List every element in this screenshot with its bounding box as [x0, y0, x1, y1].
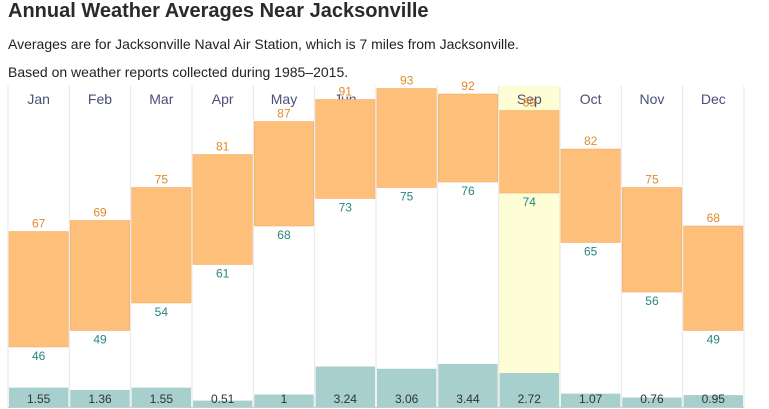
high-temp-label-apr: 81	[216, 140, 230, 154]
low-temp-label-dec: 49	[707, 333, 721, 347]
low-temp-label-nov: 56	[645, 294, 659, 308]
month-label-dec: Dec	[701, 91, 726, 107]
high-temp-label-jul: 93	[400, 74, 414, 88]
high-temp-label-oct: 82	[584, 134, 598, 148]
precip-bar-feb	[70, 390, 130, 407]
temp-band-apr	[192, 154, 253, 265]
precip-bar-mar	[131, 387, 191, 407]
temp-band-dec	[683, 225, 744, 331]
temp-band-oct	[560, 148, 621, 243]
station-note: Averages are for Jacksonville Naval Air …	[8, 36, 519, 52]
temp-band-jul	[376, 88, 437, 188]
temp-band-jun	[315, 99, 376, 199]
high-temp-label-jun: 91	[339, 85, 353, 99]
low-temp-label-jun: 73	[339, 201, 353, 215]
precip-label-oct: 1.07	[579, 392, 603, 406]
low-temp-label-may: 68	[277, 228, 291, 242]
low-temp-label-jan: 46	[32, 349, 46, 363]
month-label-mar: Mar	[149, 91, 173, 107]
high-temp-label-nov: 75	[645, 173, 659, 187]
low-temp-label-sep: 74	[523, 195, 537, 209]
precip-bar-apr	[192, 400, 253, 407]
temp-band-aug	[438, 93, 498, 183]
high-temp-label-aug: 92	[461, 79, 475, 93]
low-temp-label-aug: 76	[461, 184, 475, 198]
high-temp-label-may: 87	[277, 107, 291, 121]
precip-bar-sep	[499, 373, 559, 407]
precip-bar-aug	[438, 364, 498, 407]
temp-band-may	[254, 121, 314, 227]
low-temp-label-jul: 75	[400, 190, 414, 204]
precip-bar-oct	[560, 393, 621, 407]
period-note: Based on weather reports collected durin…	[8, 64, 349, 80]
month-label-oct: Oct	[580, 91, 602, 107]
precip-label-mar: 1.55	[150, 392, 174, 406]
precip-label-may: 1	[281, 392, 288, 406]
month-label-feb: Feb	[88, 91, 112, 107]
temp-band-jan	[8, 231, 69, 348]
month-label-sep: Sep	[517, 91, 542, 107]
low-temp-label-oct: 65	[584, 245, 598, 259]
precip-bar-nov	[622, 397, 682, 407]
month-label-may: May	[271, 91, 297, 107]
precip-label-sep: 2.72	[518, 392, 542, 406]
low-temp-label-mar: 54	[155, 305, 169, 319]
low-temp-label-feb: 49	[93, 333, 107, 347]
precip-label-aug: 3.44	[456, 392, 480, 406]
high-temp-label-mar: 75	[155, 173, 169, 187]
high-temp-label-jan: 67	[32, 217, 46, 231]
precip-bar-jun	[315, 366, 375, 407]
high-temp-label-sep: 89	[523, 96, 537, 110]
precip-bar-jan	[9, 387, 69, 407]
temp-band-feb	[70, 220, 130, 331]
temp-band-mar	[131, 187, 192, 304]
precip-bar-may	[254, 394, 314, 407]
temp-band-nov	[622, 187, 682, 293]
month-label-nov: Nov	[640, 91, 665, 107]
precip-label-feb: 1.36	[88, 392, 112, 406]
precip-label-dec: 0.95	[702, 392, 726, 406]
precip-label-jul: 3.06	[395, 392, 419, 406]
precip-label-apr: 0.51	[211, 392, 235, 406]
precip-label-jun: 3.24	[334, 392, 358, 406]
precip-bar-jul	[376, 368, 437, 407]
month-label-apr: Apr	[212, 91, 234, 107]
temp-band-sep	[499, 110, 560, 194]
precip-label-nov: 0.76	[640, 392, 664, 406]
high-temp-label-dec: 68	[707, 211, 721, 225]
page-title: Annual Weather Averages Near Jacksonvill…	[8, 0, 429, 22]
month-label-jan: Jan	[27, 91, 50, 107]
high-temp-label-feb: 69	[93, 206, 107, 220]
precip-label-jan: 1.55	[27, 392, 51, 406]
low-temp-label-apr: 61	[216, 267, 230, 281]
precip-bar-dec	[683, 395, 743, 407]
